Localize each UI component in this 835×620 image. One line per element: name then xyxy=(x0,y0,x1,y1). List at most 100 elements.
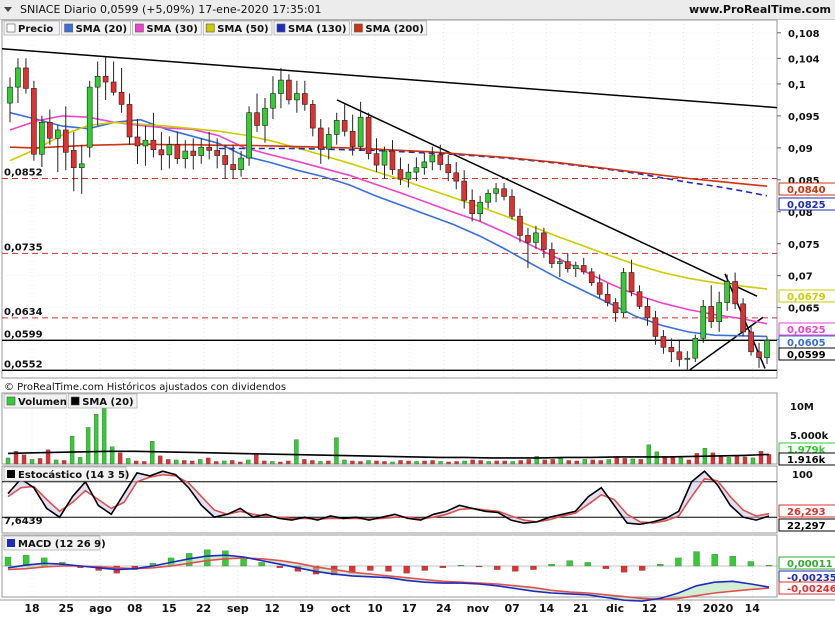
volume-bar xyxy=(45,449,51,465)
x-axis-tick-label: 12 xyxy=(264,602,279,615)
chart-header: SNIACE Diario 0,0599 (+5,09%) 17-ene-202… xyxy=(0,0,835,20)
legend-swatch xyxy=(276,23,286,33)
volume-bar xyxy=(502,460,507,465)
candle-body xyxy=(174,144,181,160)
volume-bar xyxy=(646,444,652,465)
volume-bar xyxy=(366,460,371,465)
candle-body xyxy=(557,261,563,264)
volume-bar xyxy=(85,427,91,465)
candle-body xyxy=(294,93,300,101)
legend-swatch xyxy=(354,23,363,33)
volume-bar xyxy=(654,451,660,465)
candle-body xyxy=(325,134,332,150)
candle-body xyxy=(525,235,531,243)
volume-bar xyxy=(214,461,219,465)
macd-histogram-bar xyxy=(747,561,755,567)
candle-body xyxy=(541,232,547,250)
price-value-tag: 0,0625 xyxy=(787,325,826,336)
volume-bar xyxy=(238,461,243,465)
candle-body xyxy=(222,155,228,165)
price-value-tag: 0,0679 xyxy=(787,292,826,303)
candle-body xyxy=(230,164,236,170)
y-axis-tick-label: 0,095 xyxy=(788,112,820,123)
price-value-tag-box xyxy=(778,322,835,336)
x-axis-tick-label: ago xyxy=(89,602,112,615)
macd-histogram-bar xyxy=(675,557,682,567)
x-axis-tick-label: 22 xyxy=(196,602,211,615)
candle-body xyxy=(102,75,109,83)
x-axis-tick-label: 24 xyxy=(436,602,452,615)
candle-body xyxy=(580,265,587,273)
volume-bar xyxy=(61,460,67,465)
stochastic-k-line xyxy=(7,470,770,526)
candle-body xyxy=(620,272,627,314)
volume-bar xyxy=(390,461,395,465)
volume-bar xyxy=(166,459,171,465)
volume-bar xyxy=(5,457,11,465)
reference-level-label: 0,0634 xyxy=(4,307,43,318)
volume-value-tag: 1.979k xyxy=(787,445,826,456)
candle-body xyxy=(676,351,683,360)
x-axis-tick-label: 19 xyxy=(676,602,691,615)
volume-bar xyxy=(598,460,603,465)
candle-body xyxy=(533,232,539,243)
x-axis-tick-label: 25 xyxy=(59,602,74,615)
candle-body xyxy=(493,188,499,194)
legend-label: SMA (130) xyxy=(288,24,346,35)
volume-bar xyxy=(270,461,275,465)
volume-bar xyxy=(606,459,611,465)
candle-body xyxy=(708,306,715,323)
candle-body xyxy=(437,154,444,165)
candle-body xyxy=(724,281,730,303)
reference-level-label: 0,0735 xyxy=(4,242,43,253)
volume-sma-value-tag: 1.916k xyxy=(787,455,826,466)
volume-bar xyxy=(742,456,748,465)
price-footnote: © ProRealTime.com Históricos ajustados c… xyxy=(4,381,286,393)
volume-bar xyxy=(358,461,363,465)
volume-bar xyxy=(422,460,427,465)
volume-legend-box xyxy=(67,393,138,409)
price-value-tag-box xyxy=(778,347,835,361)
stochastic-legend-box xyxy=(3,466,127,482)
candle-body xyxy=(309,104,316,129)
volume-bar xyxy=(302,459,307,465)
volume-bar xyxy=(478,460,483,465)
collapse-arrow-icon[interactable] xyxy=(3,4,13,14)
candle-body xyxy=(612,302,619,314)
volume-bar xyxy=(622,458,628,465)
volume-bar xyxy=(470,459,475,465)
candle-body xyxy=(421,161,428,168)
volume-bar xyxy=(318,461,323,465)
y-axis-tick-label: 0,09 xyxy=(788,144,813,155)
candle-body xyxy=(110,81,117,93)
volume-bar xyxy=(446,461,451,465)
volume-bar xyxy=(630,458,636,465)
volume-bar xyxy=(526,459,531,465)
x-axis-tick-label: 14 xyxy=(539,602,555,615)
volume-bar xyxy=(758,451,764,465)
macd-histogram-bar xyxy=(512,565,519,572)
candle-body xyxy=(278,79,284,94)
macd-line xyxy=(7,554,770,602)
volume-bar xyxy=(374,460,379,465)
macd-legend-swatch xyxy=(7,539,15,547)
candle-body xyxy=(461,180,468,201)
x-axis-tick-label: 2020 xyxy=(703,602,734,615)
candle-body xyxy=(684,357,691,360)
candle-body xyxy=(397,169,404,180)
candle-body xyxy=(166,144,173,156)
stochastic-d-value-tag: 26,293 xyxy=(787,507,826,518)
candle-body xyxy=(517,215,523,236)
volume-legend-box xyxy=(3,393,67,409)
volume-sma-value-tag-box xyxy=(778,452,835,466)
volume-bar xyxy=(726,457,732,465)
volume-bar xyxy=(518,460,523,465)
candle-body xyxy=(413,167,420,173)
price-value-tag-box xyxy=(778,182,835,196)
candle-body xyxy=(740,303,746,333)
volume-bar xyxy=(430,460,435,465)
candle-body xyxy=(453,172,460,182)
legend-label: SMA (200) xyxy=(365,24,423,35)
candle-body xyxy=(485,192,491,203)
volume-legend-swatch xyxy=(6,396,16,406)
